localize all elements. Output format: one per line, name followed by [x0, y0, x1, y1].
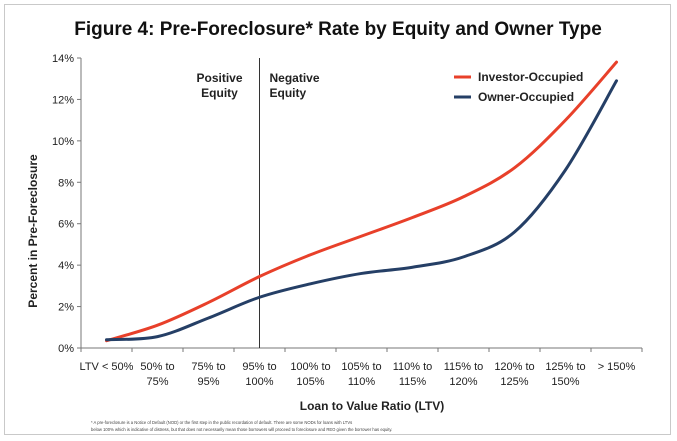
line-chart: Figure 4: Pre-Foreclosure* Rate by Equit…	[26, 19, 643, 432]
x-tick-label: > 150%	[598, 361, 636, 373]
negative-equity-label: Negative Equity	[270, 71, 320, 100]
positive-equity-label: Positive Equity	[196, 71, 242, 100]
y-tick-label: 4%	[58, 260, 74, 272]
series-line-investor-occupied	[105, 60, 618, 343]
y-tick-label: 6%	[58, 219, 74, 231]
x-tick-label: 50% to 75%	[140, 361, 174, 388]
x-tick-label: 120% to 125%	[494, 361, 534, 388]
y-tick-label: 8%	[58, 177, 74, 189]
series-lines	[105, 60, 618, 343]
y-tick-label: 10%	[52, 136, 74, 148]
x-axis-title: Loan to Value Ratio (LTV)	[300, 399, 444, 413]
chart-title: Figure 4: Pre-Foreclosure* Rate by Equit…	[74, 19, 602, 40]
legend-label: Investor-Occupied	[478, 70, 583, 84]
x-tick-label: 95% to 100%	[242, 361, 276, 388]
legend: Investor-Occupied Owner-Occupied	[454, 70, 583, 104]
legend-label: Owner-Occupied	[478, 90, 574, 104]
y-axis-title: Percent in Pre-Foreclosure	[26, 154, 40, 308]
y-tick-label: 14%	[52, 53, 74, 65]
y-axis-ticks: 0% 2% 4% 6% 8% 10% 12% 14%	[52, 53, 81, 355]
x-tick-label: 105% to 110%	[341, 361, 381, 388]
footnote-line: * A pre-foreclosure is a Notice of Defau…	[91, 420, 352, 425]
y-tick-label: 12%	[52, 94, 74, 106]
chart-frame: Figure 4: Pre-Foreclosure* Rate by Equit…	[4, 4, 671, 435]
x-tick-label: LTV < 50%	[80, 361, 134, 373]
x-tick-label: 110% to 115%	[393, 361, 433, 388]
footnote-line: below 100% which is indicative of distre…	[91, 427, 392, 432]
y-tick-label: 2%	[58, 302, 74, 314]
x-tick-label: 115% to 120%	[444, 361, 484, 388]
series-line-owner-occupied	[105, 79, 618, 342]
x-axis-ticks: LTV < 50% 50% to 75% 75% to 95% 95% to 100% 100…	[80, 348, 643, 388]
x-tick-label: 125% to 150%	[545, 361, 585, 388]
axes	[80, 58, 642, 349]
x-tick-label: 100% to 105%	[290, 361, 330, 388]
equity-divider: Positive Equity Negative Equity	[196, 58, 320, 348]
y-tick-label: 0%	[58, 343, 74, 355]
footnote: * A pre-foreclosure is a Notice of Defau…	[91, 420, 392, 432]
x-tick-label: 75% to 95%	[191, 361, 225, 388]
